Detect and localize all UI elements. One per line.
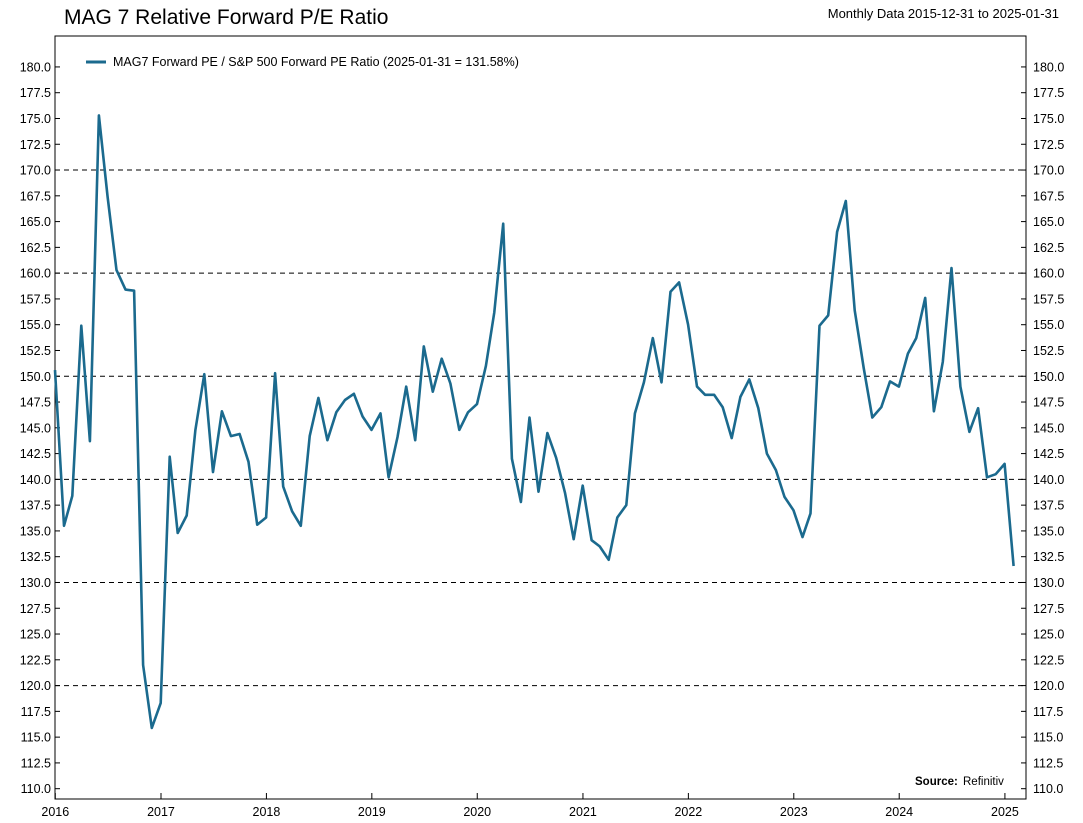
y-tick-label-left: 137.5	[20, 499, 51, 513]
chart-subtitle: Monthly Data 2015-12-31 to 2025-01-31	[827, 6, 1059, 21]
y-tick-label-left: 175.0	[20, 112, 51, 126]
y-tick-label-right: 157.5	[1033, 292, 1064, 306]
y-tick-label-right: 115.0	[1033, 731, 1063, 745]
y-tick-label-left: 120.0	[20, 679, 51, 693]
series-layer	[53, 114, 1015, 730]
y-tick-label-left: 125.0	[20, 628, 51, 642]
x-tick-label: 2016	[41, 805, 69, 819]
source-value: Refinitiv	[963, 776, 1004, 788]
y-tick-label-left: 167.5	[20, 189, 51, 203]
y-tick-label-right: 142.5	[1033, 447, 1064, 461]
axes: 110.0 110.0 112.5 112.5 115.0 115.0 117.5 117.5…	[20, 35, 1064, 819]
y-tick-label-left: 115.0	[21, 731, 51, 745]
y-tick-label-left: 112.5	[21, 756, 51, 770]
y-tick-label-right: 122.5	[1033, 653, 1064, 667]
y-tick-label-left: 110.0	[21, 782, 51, 796]
y-tick-label-left: 135.0	[20, 524, 51, 538]
y-tick-label-right: 140.0	[1033, 473, 1064, 487]
y-tick-label-right: 137.5	[1033, 499, 1064, 513]
y-tick-label-right: 175.0	[1033, 112, 1064, 126]
y-tick-label-right: 155.0	[1033, 318, 1064, 332]
y-tick-label-left: 142.5	[20, 447, 51, 461]
y-tick-label-left: 150.0	[20, 370, 51, 384]
y-tick-label-right: 172.5	[1033, 138, 1064, 152]
y-tick-label-left: 162.5	[20, 241, 51, 255]
legend-label: MAG7 Forward PE / S&P 500 Forward PE Rat…	[113, 55, 519, 69]
y-tick-label-right: 110.0	[1033, 782, 1063, 796]
y-tick-label-right: 112.5	[1033, 756, 1063, 770]
y-tick-label-left: 130.0	[20, 576, 51, 590]
y-tick-label-left: 180.0	[20, 60, 51, 74]
y-tick-label-left: 155.0	[20, 318, 51, 332]
y-tick-label-right: 132.5	[1033, 550, 1064, 564]
grid-lines	[55, 169, 1026, 687]
y-tick-label-left: 172.5	[20, 138, 51, 152]
y-tick-label-left: 170.0	[20, 164, 51, 178]
x-tick-label: 2024	[885, 805, 913, 819]
y-tick-label-right: 160.0	[1033, 267, 1064, 281]
y-tick-label-left: 152.5	[20, 344, 51, 358]
y-tick-label-right: 127.5	[1033, 602, 1064, 616]
source-label: Source:	[915, 776, 958, 788]
y-tick-label-right: 117.5	[1033, 705, 1063, 719]
y-tick-label-right: 130.0	[1033, 576, 1064, 590]
y-tick-label-right: 135.0	[1033, 524, 1064, 538]
y-tick-label-left: 147.5	[20, 396, 51, 410]
y-tick-label-right: 167.5	[1033, 189, 1064, 203]
y-tick-label-right: 147.5	[1033, 396, 1064, 410]
chart-title: MAG 7 Relative Forward P/E Ratio	[64, 6, 389, 29]
y-tick-label-right: 120.0	[1033, 679, 1064, 693]
x-tick-label: 2025	[991, 805, 1019, 819]
x-tick-label: 2023	[780, 805, 808, 819]
y-tick-label-left: 122.5	[20, 653, 51, 667]
x-tick-label: 2017	[147, 805, 175, 819]
y-tick-label-right: 162.5	[1033, 241, 1064, 255]
y-tick-label-left: 117.5	[21, 705, 51, 719]
series-line	[53, 114, 1015, 730]
y-tick-label-left: 177.5	[20, 86, 51, 100]
x-tick-label: 2019	[358, 805, 386, 819]
y-tick-label-left: 140.0	[20, 473, 51, 487]
y-tick-label-left: 127.5	[20, 602, 51, 616]
y-tick-label-right: 145.0	[1033, 421, 1064, 435]
y-tick-label-right: 152.5	[1033, 344, 1064, 358]
x-tick-label: 2022	[674, 805, 702, 819]
x-tick-label: 2018	[253, 805, 281, 819]
y-tick-label-right: 125.0	[1033, 628, 1064, 642]
y-tick-label-left: 165.0	[20, 215, 51, 229]
y-tick-label-right: 165.0	[1033, 215, 1064, 229]
y-tick-label-right: 150.0	[1033, 370, 1064, 384]
y-tick-label-left: 160.0	[20, 267, 51, 281]
y-tick-label-left: 132.5	[20, 550, 51, 564]
y-tick-label-right: 180.0	[1033, 60, 1064, 74]
y-tick-label-left: 157.5	[20, 292, 51, 306]
x-tick-label: 2021	[569, 805, 597, 819]
source-note: Source: Refinitiv	[915, 776, 1004, 788]
legend: MAG7 Forward PE / S&P 500 Forward PE Rat…	[86, 55, 519, 69]
y-tick-label-right: 177.5	[1033, 86, 1064, 100]
plot-frame	[54, 35, 1027, 800]
y-tick-label-left: 145.0	[20, 421, 51, 435]
y-tick-label-right: 170.0	[1033, 164, 1064, 178]
x-tick-label: 2020	[463, 805, 491, 819]
